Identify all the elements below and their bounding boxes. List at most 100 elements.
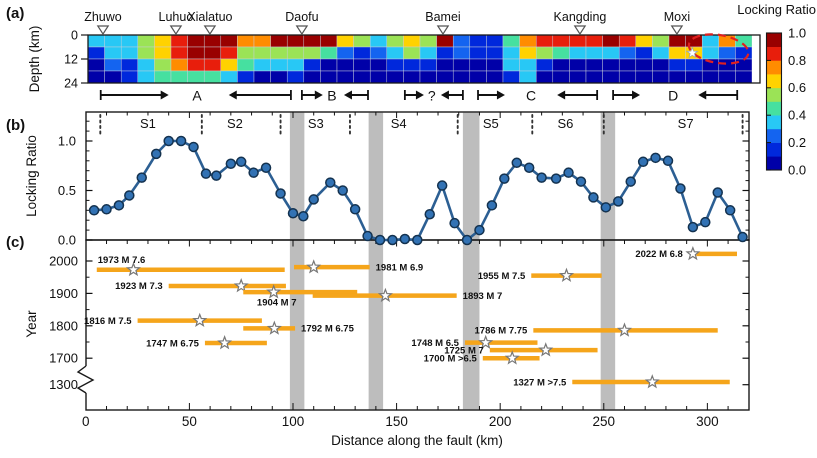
heatmap-cell	[187, 58, 205, 72]
heatmap-cell	[585, 46, 603, 60]
heatmap-cell	[519, 34, 537, 48]
locking-ratio-point	[613, 196, 624, 207]
b-ytick-label: 0.0	[58, 232, 76, 247]
segment-boundary-band	[289, 112, 305, 410]
heatmap-cell	[369, 58, 388, 72]
locking-ratio-point	[260, 162, 272, 173]
earthquake-label: 1700 M >6.5	[424, 354, 478, 365]
locking-ratio-point	[700, 216, 711, 228]
heatmap-cell	[419, 70, 437, 84]
city-marker-triangle	[573, 25, 587, 36]
locking-ratio-point	[200, 168, 212, 179]
year-tick-label: 2000	[49, 254, 78, 269]
heatmap-cell	[154, 70, 172, 84]
heatmap-cell	[320, 34, 338, 48]
heatmap-cell	[618, 34, 637, 48]
colorbar-tick-label: 0.0	[788, 162, 806, 177]
heatmap-cell	[652, 58, 670, 72]
heatmap-cell	[87, 46, 105, 60]
locking-ratio-point	[88, 205, 100, 216]
heatmap-cell	[569, 58, 587, 72]
heatmap-cell	[220, 46, 238, 60]
heatmap-cell	[535, 34, 554, 48]
city-label: Bamei	[425, 10, 460, 24]
heatmap-cell	[154, 58, 172, 72]
earthquake-star-icon	[685, 245, 701, 261]
heatmap-cell	[320, 58, 338, 72]
locking-ratio-point	[588, 192, 599, 203]
depth-tick-label: 0	[71, 28, 78, 42]
earthquake-label: 1923 M 7.3	[115, 281, 163, 292]
heatmap-cell	[270, 34, 288, 48]
earthquake-star-icon	[538, 342, 554, 357]
locking-ratio-point	[188, 141, 199, 153]
heatmap-cell	[137, 70, 155, 84]
locking-ratio-point	[550, 173, 562, 184]
locking-ratio-point	[474, 224, 485, 236]
earthquake-star-icon	[644, 374, 660, 389]
heatmap-cell	[419, 46, 437, 60]
heatmap-cell	[203, 58, 222, 72]
heatmap-cell	[685, 58, 703, 72]
x-tick-label: 0	[82, 414, 90, 429]
x-tick-label: 50	[182, 414, 197, 429]
heatmap-cell	[502, 58, 520, 72]
heatmap-cell	[452, 46, 471, 60]
heatmap-cell	[203, 34, 222, 48]
fault-segment-label: S3	[308, 116, 324, 131]
heatmap-cell	[486, 58, 504, 72]
heatmap-cell	[602, 46, 620, 60]
left-arrowhead-icon	[557, 90, 566, 100]
city-label: Moxi	[664, 10, 690, 24]
panel-a-heatmap: 1.0 0.8 0.6 0.4 0.2 0.0	[87, 25, 806, 177]
city-marker-triangle	[96, 25, 110, 36]
left-arrowhead-icon	[228, 90, 237, 100]
earthquake-label: 1725 M 7	[444, 345, 484, 356]
colorbar-block	[766, 74, 782, 89]
earthquake-star-icon	[125, 261, 141, 277]
locking-ratio-point	[436, 180, 448, 191]
depth-tick-label: 12	[64, 52, 78, 66]
colorbar-block	[766, 142, 782, 157]
heatmap-cell	[735, 46, 753, 60]
locking-ratio-point	[662, 155, 674, 167]
locking-ratio-point	[150, 148, 162, 160]
locking-ratio-point	[399, 233, 411, 245]
locking-ratio-point	[298, 210, 309, 222]
heatmap-cell	[286, 58, 305, 72]
locking-ratio-point	[675, 183, 686, 194]
segment-boundary-band	[368, 112, 384, 410]
locking-ratio-point	[625, 176, 636, 187]
fault-segment-label: S7	[678, 116, 694, 131]
locking-ratio-point	[499, 173, 510, 184]
fault-segment-label: S1	[140, 116, 156, 131]
heatmap-cell	[552, 58, 570, 72]
rupture-segment-label: C	[526, 88, 536, 104]
earthquake-label: 1748 M 6.5	[411, 338, 459, 349]
locking-ratio-point	[687, 221, 699, 233]
distance-axis-label: Distance along the fault (km)	[331, 433, 503, 448]
heatmap-cell	[87, 70, 105, 84]
colorbar-block	[766, 101, 782, 116]
fault-segment-label: S6	[557, 116, 573, 131]
heatmap-cell	[253, 58, 271, 72]
year-tick-label: 1300	[49, 377, 78, 392]
heatmap-cell	[170, 34, 188, 48]
right-arrowhead-icon	[160, 90, 169, 100]
colorbar-tick-label: 1.0	[788, 25, 806, 40]
earthquake-star-icon	[217, 335, 233, 350]
heatmap-cell	[535, 46, 554, 60]
locking-ratio-point	[637, 156, 649, 168]
left-arrowhead-icon	[440, 90, 449, 100]
heatmap-cell	[569, 70, 587, 84]
heatmap-cell	[552, 70, 570, 84]
heatmap-cell	[270, 46, 288, 60]
earthquake-label: 1893 M 7	[463, 291, 503, 302]
heatmap-cell	[569, 46, 587, 60]
earthquake-star-icon	[478, 334, 494, 350]
heatmap-cell	[618, 70, 637, 84]
heatmap-cell	[519, 58, 537, 72]
heatmap-cell	[154, 34, 172, 48]
locking-ratio-point	[308, 194, 319, 205]
